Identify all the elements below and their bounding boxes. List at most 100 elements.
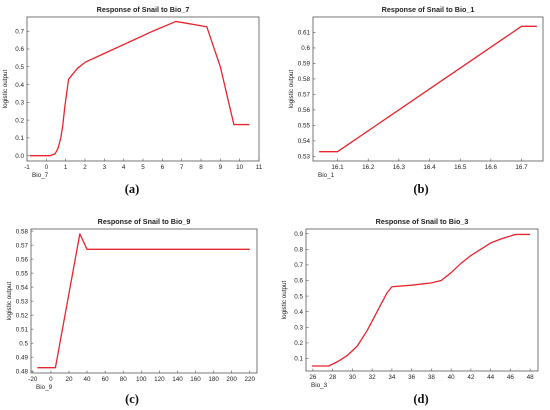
y-tick-label: 0.6 — [294, 278, 303, 285]
y-tick-label: 0.5 — [19, 340, 28, 347]
x-tick-label: 42 — [467, 374, 475, 381]
x-axis-label: Bio_9 — [36, 384, 53, 391]
x-tick-label: 100 — [136, 376, 147, 383]
x-tick-label: -1 — [24, 164, 30, 171]
y-tick-label: 0.5 — [294, 293, 303, 300]
x-tick-label: 46 — [507, 374, 515, 381]
panel-label-a: (a) — [124, 182, 140, 196]
y-tick-label: 0.9 — [294, 231, 303, 238]
x-tick-label: 16.5 — [454, 164, 467, 171]
chart-a: Response of Snail to Bio_7 -1 0 1 2 3 4 5 6 7 8 9 10… — [2, 5, 263, 179]
x-tick-label: 80 — [120, 376, 128, 383]
panel-label-c: (c) — [125, 392, 139, 406]
plot-frame — [312, 16, 544, 162]
x-tick-label: 11 — [256, 164, 263, 171]
response-line — [319, 25, 537, 153]
y-tick-label: 0.2 — [294, 340, 303, 347]
x-tick-label: 30 — [349, 374, 357, 381]
y-tick-label: 0.58 — [298, 76, 311, 83]
y-tick-label: 0.51 — [16, 326, 29, 333]
x-tick-label: 1 — [64, 164, 68, 171]
y-tick-label: 0.58 — [16, 228, 29, 235]
y-tick-label: 0.54 — [298, 138, 311, 145]
x-tick-label: 0 — [49, 376, 53, 383]
x-tick-label: 3 — [103, 164, 107, 171]
y-tick-label: 0.7 — [294, 262, 303, 269]
x-tick-label: 220 — [245, 376, 256, 383]
y-tick-label: 0.5 — [15, 64, 24, 71]
y-tick-label: 0.4 — [294, 309, 303, 316]
x-tick-label: 40 — [84, 376, 92, 383]
x-tick-label: 38 — [428, 374, 436, 381]
chart-panel-a: Response of Snail to Bio_7 -1 0 1 2 3 4 5 6 7 8 9 10… — [0, 0, 275, 205]
y-tick-label: 0.59 — [298, 61, 311, 68]
chart-panel-b: Response of Snail to Bio_1 16.1 16.2 16.3 16… — [275, 0, 550, 205]
x-tick-label: 34 — [388, 374, 396, 381]
y-tick-label: 0.6 — [15, 46, 24, 53]
response-line — [311, 233, 531, 367]
x-tick-label: 60 — [102, 376, 110, 383]
plot-frame — [305, 228, 539, 372]
y-tick-label: 0.55 — [298, 123, 311, 130]
x-tick-label: 7 — [180, 164, 184, 171]
x-tick-label: 36 — [408, 374, 416, 381]
x-tick-label: 16.1 — [331, 164, 344, 171]
x-tick-label: 2 — [83, 164, 87, 171]
y-tick-label: 0.53 — [298, 154, 311, 161]
y-tick-label: 0.57 — [16, 242, 29, 249]
y-tick-label: 0.4 — [15, 82, 24, 89]
chart-d: Response of Snail to Bio_3 26 28 30 32 34 36 38… — [281, 217, 539, 389]
x-tick-label: 16.2 — [362, 164, 375, 171]
response-line — [29, 20, 250, 157]
y-tick-label: 0.7 — [15, 28, 24, 35]
y-tick-label: 0.2 — [15, 117, 24, 124]
y-tick-label: 0.55 — [16, 270, 29, 277]
y-tick-label: 0.8 — [294, 246, 303, 253]
chart-title: Response of Snail to Bio_7 — [97, 5, 190, 14]
y-tick-label: 0.1 — [294, 356, 303, 363]
y-tick-label: 0.56 — [298, 107, 311, 114]
y-axis-label: logistic output — [281, 281, 288, 320]
y-tick-label: 0.1 — [15, 135, 24, 142]
x-tick-label: 9 — [219, 164, 223, 171]
x-tick-label: 16.6 — [485, 164, 498, 171]
y-tick-label: 0.49 — [16, 354, 29, 361]
y-tick-label: 0.56 — [16, 256, 29, 263]
y-tick-label: 0.0 — [15, 153, 24, 160]
plot-frame — [30, 228, 258, 374]
x-tick-label: 40 — [448, 374, 456, 381]
chart-panel-d: Response of Snail to Bio_3 26 28 30 32 34 36 38… — [275, 205, 550, 410]
x-axis-label: Bio_1 — [318, 172, 335, 179]
y-tick-label: 0.3 — [294, 325, 303, 332]
y-tick-label: 0.53 — [16, 298, 29, 305]
x-tick-label: 10 — [236, 164, 244, 171]
x-tick-label: 44 — [487, 374, 495, 381]
y-axis-label: logistic output — [6, 282, 13, 321]
response-line — [37, 233, 250, 369]
x-tick-label: 6 — [161, 164, 165, 171]
panel-label-d: (d) — [413, 392, 429, 406]
y-tick-label: 0.57 — [298, 92, 311, 99]
x-tick-label: 5 — [141, 164, 145, 171]
x-axis-label: Bio_3 — [311, 382, 328, 389]
x-tick-label: 48 — [527, 374, 535, 381]
x-tick-label: 4 — [122, 164, 126, 171]
x-tick-label: 32 — [369, 374, 377, 381]
x-tick-label: 200 — [226, 376, 237, 383]
x-tick-label: 120 — [154, 376, 165, 383]
y-axis-label: logistic output — [2, 70, 9, 109]
x-tick-label: 140 — [172, 376, 183, 383]
chart-title: Response of Snail to Bio_3 — [376, 217, 469, 226]
x-tick-label: 16.4 — [423, 164, 436, 171]
y-tick-label: 0.48 — [16, 368, 29, 375]
y-tick-label: 0.54 — [16, 284, 29, 291]
x-tick-label: 16.7 — [515, 164, 528, 171]
panel-label-b: (b) — [413, 182, 429, 196]
y-tick-label: 0.6 — [301, 45, 310, 52]
chart-title: Response of Snail to Bio_9 — [98, 217, 191, 226]
x-tick-label: 26 — [309, 374, 317, 381]
x-tick-label: 16.3 — [393, 164, 406, 171]
y-tick-label: 0.61 — [298, 30, 311, 37]
y-tick-label: 0.52 — [16, 312, 29, 319]
y-axis-label: logistic output — [288, 70, 295, 109]
